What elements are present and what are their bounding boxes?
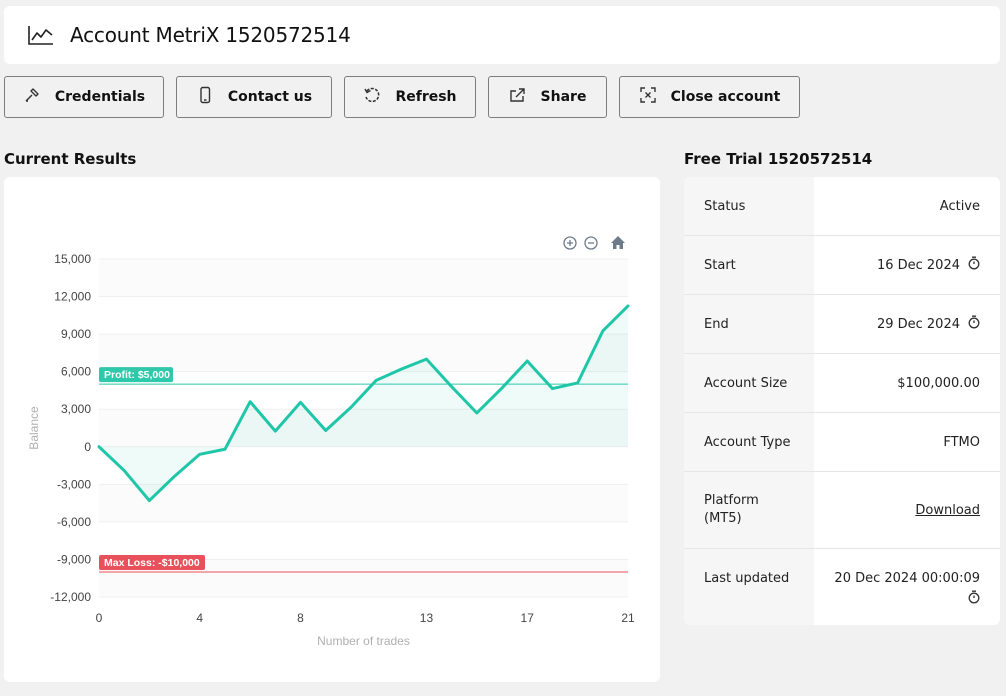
y-tick-label: 9,000: [61, 327, 91, 341]
balance-line: [97, 304, 630, 503]
x-tick-label: 17: [521, 611, 535, 625]
status-value-text: Active: [939, 198, 980, 214]
y-tick-label: 3,000: [61, 402, 91, 416]
start-label: Start: [684, 236, 814, 294]
y-tick-label: 12,000: [54, 290, 91, 304]
last-updated-value: 20 Dec 2024 00:00:09: [814, 549, 1000, 625]
account-info-table: Status Active Start 16 Dec 2024 End 29 D…: [684, 177, 1000, 625]
credentials-button[interactable]: Credentials: [4, 76, 164, 118]
page-title: Account MetriX 1520572514: [70, 23, 351, 47]
timer-icon: [968, 590, 980, 608]
results-chart-card: 15,000 12,000 9,000 6,000 3,000 0 -3,000 -6,000…: [4, 177, 660, 682]
start-date: 16 Dec 2024: [876, 257, 960, 273]
status-label: Status: [684, 177, 814, 235]
platform-value: Download: [814, 472, 1000, 548]
download-link[interactable]: Download: [915, 502, 980, 518]
close-account-icon: [639, 86, 671, 108]
x-axis-title: Number of trades: [317, 634, 410, 648]
info-row-account-size: Account Size $100,000.00: [684, 354, 1000, 413]
platform-label: Platform (MT5): [684, 472, 814, 548]
grid-band: [99, 409, 628, 447]
key-icon: [23, 86, 55, 108]
end-label: End: [684, 295, 814, 353]
status-value: Active: [814, 177, 1000, 235]
start-value: 16 Dec 2024: [814, 236, 1000, 294]
contact-us-button[interactable]: Contact us: [176, 76, 332, 118]
grid-band: [99, 296, 628, 335]
account-size-text: $100,000.00: [897, 375, 980, 391]
zoom-in-circle: [563, 236, 577, 250]
refresh-button[interactable]: Refresh: [344, 76, 476, 118]
y-tick-label: 0: [84, 440, 91, 454]
y-axis-title: Balance: [27, 406, 41, 450]
loss-label-bg: [99, 554, 205, 570]
account-size-label: Account Size: [684, 354, 814, 412]
grid-band: [99, 259, 628, 297]
y-tick-label: 15,000: [54, 252, 91, 266]
loss-label: Max Loss: -$10,000: [104, 557, 200, 569]
last-updated-text: 20 Dec 2024 00:00:09: [834, 571, 980, 586]
share-icon: [509, 86, 541, 108]
chart-line-icon: [28, 25, 54, 45]
end-value: 29 Dec 2024: [814, 295, 1000, 353]
contact-us-button-label: Contact us: [227, 89, 313, 105]
info-row-end: End 29 Dec 2024: [684, 295, 1000, 354]
grid-band: [99, 371, 628, 410]
close-account-button[interactable]: Close account: [619, 76, 800, 118]
x-tick-label: 8: [297, 611, 304, 625]
current-results-title: Current Results: [4, 150, 137, 168]
refresh-button-label: Refresh: [395, 89, 457, 105]
timer-icon: [968, 256, 980, 274]
x-tick-label: 0: [96, 611, 103, 625]
info-row-account-type: Account Type FTMO: [684, 413, 1000, 472]
page-header: Account MetriX 1520572514: [4, 6, 1000, 64]
y-tick-label: -12,000: [50, 590, 91, 604]
balance-area: [99, 305, 628, 501]
info-row-status: Status Active: [684, 177, 1000, 236]
zoom-in-icon[interactable]: [563, 236, 577, 250]
refresh-icon: [363, 86, 395, 108]
zoom-out-icon[interactable]: [584, 236, 598, 250]
grid-band: [99, 521, 628, 560]
account-type-label: Account Type: [684, 413, 814, 471]
zoom-out-circle: [584, 236, 598, 250]
timer-icon: [968, 315, 980, 333]
account-type-value: FTMO: [814, 413, 1000, 471]
last-updated-label: Last updated: [684, 549, 814, 625]
zoom-in-plus: [567, 240, 573, 246]
credentials-button-label: Credentials: [54, 89, 146, 105]
phone-icon: [196, 86, 228, 108]
profit-label: Profit: $5,000: [104, 369, 170, 381]
x-tick-label: 4: [196, 611, 203, 625]
account-type-text: FTMO: [943, 434, 980, 450]
info-row-last-updated: Last updated 20 Dec 2024 00:00:09: [684, 549, 1000, 625]
info-row-start: Start 16 Dec 2024: [684, 236, 1000, 295]
info-row-platform: Platform (MT5) Download: [684, 472, 1000, 549]
home-icon[interactable]: [611, 236, 625, 249]
end-date: 29 Dec 2024: [876, 316, 960, 332]
grid-band: [99, 484, 628, 522]
y-tick-label: 6,000: [61, 365, 91, 379]
home-shape: [611, 236, 625, 249]
x-tick-label: 13: [420, 611, 434, 625]
grid-band: [99, 334, 628, 372]
balance-chart: 15,000 12,000 9,000 6,000 3,000 0 -3,000 -6,000…: [27, 236, 635, 648]
free-trial-title: Free Trial 1520572514: [684, 150, 873, 168]
share-button[interactable]: Share: [488, 76, 607, 118]
y-tick-label: -3,000: [57, 477, 91, 491]
account-size-value: $100,000.00: [814, 354, 1000, 412]
y-tick-label: -9,000: [57, 552, 91, 566]
profit-label-bg: [99, 367, 173, 383]
share-button-label: Share: [540, 89, 587, 105]
x-tick-label: 21: [621, 611, 635, 625]
close-account-button-label: Close account: [670, 89, 781, 105]
y-tick-label: -6,000: [57, 515, 91, 529]
